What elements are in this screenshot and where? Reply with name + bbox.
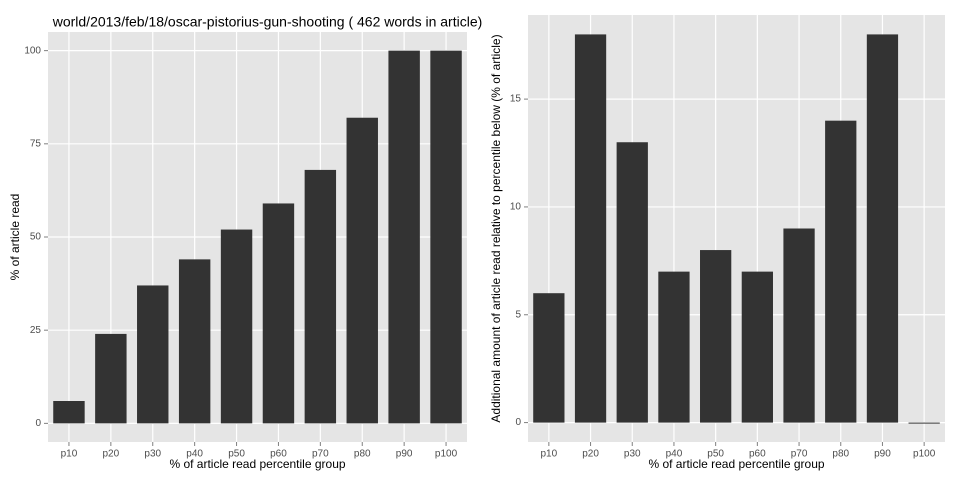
- x-tick-label: p10: [61, 449, 78, 460]
- bar: [304, 169, 337, 424]
- bar: [220, 229, 253, 424]
- x-tick-label: p90: [874, 449, 891, 460]
- bar: [783, 228, 815, 423]
- y-axis-title: Additional amount of article read relati…: [489, 34, 503, 422]
- bar: [741, 271, 773, 423]
- x-tick-label: p30: [144, 449, 161, 460]
- x-tick-label: p50: [707, 449, 724, 460]
- y-tick-label: 5: [515, 309, 521, 320]
- y-tick-label: 25: [30, 325, 42, 336]
- x-tick-label: p30: [624, 449, 641, 460]
- bar: [825, 120, 857, 423]
- bar: [262, 203, 295, 424]
- bar: [178, 259, 211, 424]
- bar: [616, 142, 648, 423]
- x-tick-label: p60: [749, 449, 766, 460]
- bar: [346, 117, 378, 424]
- bar: [53, 401, 85, 424]
- x-tick-label: p80: [832, 449, 849, 460]
- x-tick-label: p90: [396, 449, 413, 460]
- y-tick-label: 0: [35, 418, 41, 429]
- bar: [388, 50, 420, 424]
- y-tick-label: 0: [515, 417, 521, 428]
- bar: [700, 250, 732, 423]
- x-tick-label: p100: [435, 449, 458, 460]
- x-tick-label: p60: [270, 449, 287, 460]
- bar: [908, 422, 940, 424]
- x-tick-label: p100: [913, 449, 936, 460]
- y-axis-title: % of article read: [8, 194, 22, 281]
- chart-title: world/2013/feb/18/oscar-pistorius-gun-sh…: [52, 14, 483, 30]
- x-tick-label: p40: [186, 449, 203, 460]
- y-tick-label: 50: [30, 232, 42, 243]
- x-tick-label: p70: [312, 449, 329, 460]
- x-axis-title: % of article read percentile group: [648, 457, 824, 471]
- y-tick-label: 15: [510, 94, 522, 105]
- y-tick-label: 100: [24, 45, 41, 56]
- x-tick-label: p40: [666, 449, 683, 460]
- x-tick-label: p80: [354, 449, 371, 460]
- bar: [430, 50, 462, 424]
- bar: [533, 293, 565, 423]
- x-tick-label: p50: [228, 449, 245, 460]
- x-tick-label: p70: [791, 449, 808, 460]
- x-axis-title: % of article read percentile group: [169, 457, 345, 471]
- bar: [137, 285, 169, 424]
- x-tick-label: p20: [582, 449, 599, 460]
- x-tick-label: p20: [103, 449, 120, 460]
- bar: [658, 271, 690, 423]
- bar: [866, 34, 899, 423]
- y-tick-label: 10: [510, 202, 522, 213]
- bar: [95, 333, 127, 424]
- y-tick-label: 75: [30, 138, 42, 149]
- bar: [574, 34, 607, 423]
- x-tick-label: p10: [541, 449, 558, 460]
